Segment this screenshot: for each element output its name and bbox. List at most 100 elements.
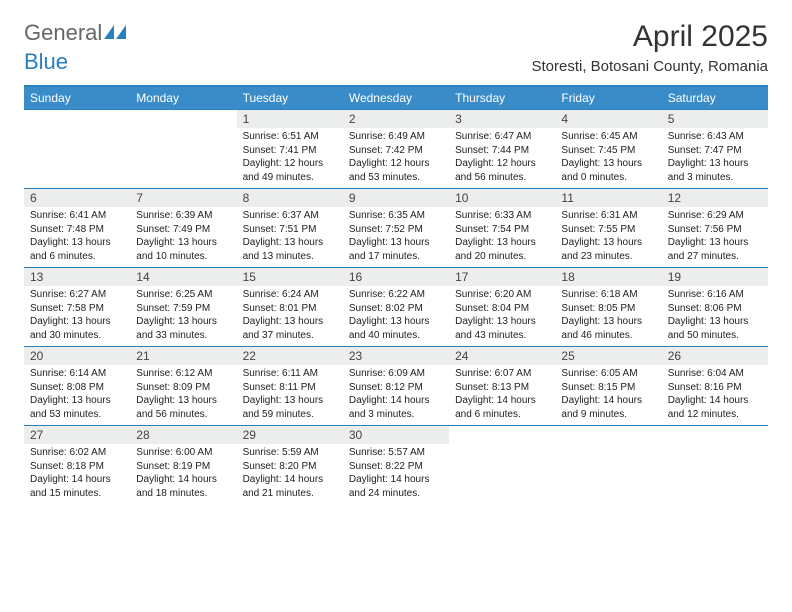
day-details: Sunrise: 6:22 AMSunset: 8:02 PMDaylight:… <box>343 286 449 346</box>
weekday-header: Friday <box>555 87 661 109</box>
sunset-text: Sunset: 7:51 PM <box>243 223 337 237</box>
day-number: 3 <box>449 110 555 128</box>
day-cell: 30Sunrise: 5:57 AMSunset: 8:22 PMDayligh… <box>343 426 449 504</box>
day-details: Sunrise: 6:11 AMSunset: 8:11 PMDaylight:… <box>237 365 343 425</box>
day-number: 18 <box>555 268 661 286</box>
daylight-text: Daylight: 13 hours and 46 minutes. <box>561 315 655 342</box>
sunset-text: Sunset: 7:41 PM <box>243 144 337 158</box>
day-number: 11 <box>555 189 661 207</box>
sunset-text: Sunset: 7:48 PM <box>30 223 124 237</box>
sunrise-text: Sunrise: 6:45 AM <box>561 130 655 144</box>
day-details: Sunrise: 6:39 AMSunset: 7:49 PMDaylight:… <box>130 207 236 267</box>
daylight-text: Daylight: 13 hours and 27 minutes. <box>668 236 762 263</box>
weekday-header: Thursday <box>449 87 555 109</box>
sunrise-text: Sunrise: 5:59 AM <box>243 446 337 460</box>
day-details: Sunrise: 6:43 AMSunset: 7:47 PMDaylight:… <box>662 128 768 188</box>
day-cell: 12Sunrise: 6:29 AMSunset: 7:56 PMDayligh… <box>662 189 768 267</box>
sunset-text: Sunset: 7:45 PM <box>561 144 655 158</box>
day-cell: 19Sunrise: 6:16 AMSunset: 8:06 PMDayligh… <box>662 268 768 346</box>
daylight-text: Daylight: 13 hours and 50 minutes. <box>668 315 762 342</box>
sunrise-text: Sunrise: 6:47 AM <box>455 130 549 144</box>
weekday-header: Tuesday <box>237 87 343 109</box>
sunset-text: Sunset: 7:58 PM <box>30 302 124 316</box>
sunrise-text: Sunrise: 6:39 AM <box>136 209 230 223</box>
day-number: 28 <box>130 426 236 444</box>
sunset-text: Sunset: 8:16 PM <box>668 381 762 395</box>
daylight-text: Daylight: 14 hours and 15 minutes. <box>30 473 124 500</box>
sunrise-text: Sunrise: 6:00 AM <box>136 446 230 460</box>
sunset-text: Sunset: 7:44 PM <box>455 144 549 158</box>
sunset-text: Sunset: 8:09 PM <box>136 381 230 395</box>
day-cell: 22Sunrise: 6:11 AMSunset: 8:11 PMDayligh… <box>237 347 343 425</box>
sunset-text: Sunset: 7:47 PM <box>668 144 762 158</box>
day-cell: 10Sunrise: 6:33 AMSunset: 7:54 PMDayligh… <box>449 189 555 267</box>
sunrise-text: Sunrise: 6:37 AM <box>243 209 337 223</box>
sunrise-text: Sunrise: 6:18 AM <box>561 288 655 302</box>
day-details: Sunrise: 5:59 AMSunset: 8:20 PMDaylight:… <box>237 444 343 504</box>
day-number: 22 <box>237 347 343 365</box>
logo: General <box>24 20 126 46</box>
sunset-text: Sunset: 8:22 PM <box>349 460 443 474</box>
day-details: Sunrise: 6:45 AMSunset: 7:45 PMDaylight:… <box>555 128 661 188</box>
day-details: Sunrise: 6:04 AMSunset: 8:16 PMDaylight:… <box>662 365 768 425</box>
day-cell: 5Sunrise: 6:43 AMSunset: 7:47 PMDaylight… <box>662 110 768 188</box>
day-details: Sunrise: 6:49 AMSunset: 7:42 PMDaylight:… <box>343 128 449 188</box>
sunset-text: Sunset: 7:42 PM <box>349 144 443 158</box>
daylight-text: Daylight: 14 hours and 12 minutes. <box>668 394 762 421</box>
day-details: Sunrise: 6:41 AMSunset: 7:48 PMDaylight:… <box>24 207 130 267</box>
sunrise-text: Sunrise: 6:14 AM <box>30 367 124 381</box>
day-number: 29 <box>237 426 343 444</box>
day-number: 25 <box>555 347 661 365</box>
daylight-text: Daylight: 13 hours and 59 minutes. <box>243 394 337 421</box>
day-number: 14 <box>130 268 236 286</box>
day-cell: 6Sunrise: 6:41 AMSunset: 7:48 PMDaylight… <box>24 189 130 267</box>
daylight-text: Daylight: 13 hours and 10 minutes. <box>136 236 230 263</box>
day-number <box>555 426 661 444</box>
day-number: 21 <box>130 347 236 365</box>
daylight-text: Daylight: 13 hours and 20 minutes. <box>455 236 549 263</box>
weekday-header-row: SundayMondayTuesdayWednesdayThursdayFrid… <box>24 87 768 109</box>
day-cell: 4Sunrise: 6:45 AMSunset: 7:45 PMDaylight… <box>555 110 661 188</box>
day-cell: 27Sunrise: 6:02 AMSunset: 8:18 PMDayligh… <box>24 426 130 504</box>
daylight-text: Daylight: 12 hours and 49 minutes. <box>243 157 337 184</box>
day-details: Sunrise: 6:25 AMSunset: 7:59 PMDaylight:… <box>130 286 236 346</box>
day-details: Sunrise: 5:57 AMSunset: 8:22 PMDaylight:… <box>343 444 449 504</box>
weekday-header: Sunday <box>24 87 130 109</box>
day-details: Sunrise: 6:12 AMSunset: 8:09 PMDaylight:… <box>130 365 236 425</box>
sunrise-text: Sunrise: 6:41 AM <box>30 209 124 223</box>
daylight-text: Daylight: 13 hours and 53 minutes. <box>30 394 124 421</box>
sunset-text: Sunset: 7:55 PM <box>561 223 655 237</box>
day-number: 4 <box>555 110 661 128</box>
day-details: Sunrise: 6:20 AMSunset: 8:04 PMDaylight:… <box>449 286 555 346</box>
day-cell <box>449 426 555 504</box>
weekday-header: Monday <box>130 87 236 109</box>
day-cell: 29Sunrise: 5:59 AMSunset: 8:20 PMDayligh… <box>237 426 343 504</box>
daylight-text: Daylight: 13 hours and 13 minutes. <box>243 236 337 263</box>
daylight-text: Daylight: 13 hours and 3 minutes. <box>668 157 762 184</box>
day-cell: 9Sunrise: 6:35 AMSunset: 7:52 PMDaylight… <box>343 189 449 267</box>
sunset-text: Sunset: 8:01 PM <box>243 302 337 316</box>
daylight-text: Daylight: 14 hours and 18 minutes. <box>136 473 230 500</box>
day-cell: 2Sunrise: 6:49 AMSunset: 7:42 PMDaylight… <box>343 110 449 188</box>
week-row: 1Sunrise: 6:51 AMSunset: 7:41 PMDaylight… <box>24 109 768 188</box>
day-number: 27 <box>24 426 130 444</box>
sunset-text: Sunset: 8:11 PM <box>243 381 337 395</box>
day-number: 24 <box>449 347 555 365</box>
sunrise-text: Sunrise: 6:02 AM <box>30 446 124 460</box>
day-cell: 26Sunrise: 6:04 AMSunset: 8:16 PMDayligh… <box>662 347 768 425</box>
sunset-text: Sunset: 8:04 PM <box>455 302 549 316</box>
sunrise-text: Sunrise: 6:29 AM <box>668 209 762 223</box>
day-cell <box>24 110 130 188</box>
day-details: Sunrise: 6:29 AMSunset: 7:56 PMDaylight:… <box>662 207 768 267</box>
sunrise-text: Sunrise: 5:57 AM <box>349 446 443 460</box>
day-cell: 1Sunrise: 6:51 AMSunset: 7:41 PMDaylight… <box>237 110 343 188</box>
daylight-text: Daylight: 13 hours and 40 minutes. <box>349 315 443 342</box>
day-details: Sunrise: 6:47 AMSunset: 7:44 PMDaylight:… <box>449 128 555 188</box>
day-number: 7 <box>130 189 236 207</box>
sunrise-text: Sunrise: 6:35 AM <box>349 209 443 223</box>
sunrise-text: Sunrise: 6:12 AM <box>136 367 230 381</box>
day-number: 26 <box>662 347 768 365</box>
sunset-text: Sunset: 8:13 PM <box>455 381 549 395</box>
daylight-text: Daylight: 12 hours and 53 minutes. <box>349 157 443 184</box>
day-details: Sunrise: 6:31 AMSunset: 7:55 PMDaylight:… <box>555 207 661 267</box>
